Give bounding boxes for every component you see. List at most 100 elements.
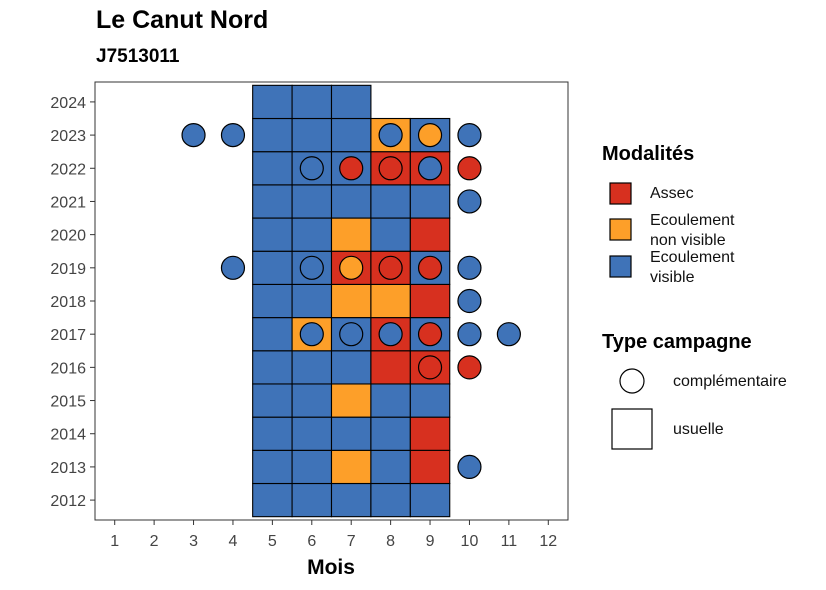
tile-2020-6 [291,217,333,252]
point-2013-10 [457,454,482,480]
tile-2021-8 [370,184,411,219]
x-tick-label: 5 [268,533,277,550]
legend-label-assec: Assec [650,185,694,202]
tile-2018-9 [409,283,451,319]
x-tick-label: 11 [501,533,518,550]
chart-title: Le Canut Nord [96,6,269,34]
y-tick-label: 2016 [50,360,86,377]
chart-subtitle: J7513011 [96,46,180,67]
tile-2012-7 [330,482,372,518]
point-2019-10 [457,255,482,280]
legend-label-ecoulement-non-visible: Ecoulement non visible [650,212,735,249]
legend-circle-complementaire [619,368,645,394]
y-tick-label: 2019 [50,261,86,278]
y-tick-label: 2024 [50,95,86,112]
tile-2023-5 [252,117,293,153]
tile-2016-6 [291,350,333,385]
point-2019-9 [417,255,443,280]
tile-2012-8 [370,482,411,518]
point-2016-10 [457,355,482,380]
tile-2015-5 [252,383,293,418]
tile-2014-6 [291,416,333,451]
tile-2020-7 [330,217,372,252]
tile-2013-7 [330,449,372,485]
tile-2021-5 [252,184,293,219]
legend-label-ecoulement-visible: Ecoulement visible [650,249,735,286]
legend-label-usuelle: usuelle [673,421,724,438]
tile-2012-5 [252,482,293,518]
point-2023-3 [181,122,206,148]
tile-2024-6 [291,84,333,120]
tile-2017-5 [252,317,293,352]
tile-2015-8 [370,383,411,418]
tile-2016-7 [330,350,372,385]
legend-label-complementaire: complémentaire [673,373,787,390]
tile-2023-7 [330,117,372,153]
tile-2018-8 [370,283,411,319]
point-2016-9 [417,355,443,380]
legend-square-usuelle [611,408,653,450]
point-2021-10 [457,189,482,214]
legend-swatch-ecoulement-visible [609,255,632,278]
tile-2021-9 [409,184,451,219]
point-2017-10 [457,322,482,347]
tile-2015-6 [291,383,333,418]
tile-2014-7 [330,416,372,451]
y-tick-label: 2012 [50,493,86,510]
point-2022-6 [299,156,324,181]
complementaire-points [181,122,521,480]
x-tick-label: 9 [426,533,435,550]
tile-2014-5 [252,416,293,451]
point-2023-4 [220,122,246,148]
tile-2021-6 [291,184,333,219]
x-tick-label: 2 [150,533,159,550]
y-tick-label: 2021 [50,194,86,211]
y-tick-label: 2018 [50,294,86,311]
tile-2013-5 [252,449,293,485]
point-2017-6 [299,322,324,347]
tile-2024-5 [252,84,293,120]
point-2023-10 [457,122,482,148]
usuelle-tiles [252,84,451,518]
y-tick-label: 2015 [50,394,86,411]
x-tick-label: 6 [307,533,316,550]
tile-2012-6 [291,482,333,518]
point-2019-6 [299,255,324,280]
legend-type-title: Type campagne [602,331,752,353]
point-2017-11 [496,322,521,347]
tile-2015-7 [330,383,372,418]
x-tick-label: 12 [539,533,557,550]
y-tick-label: 2022 [50,161,86,178]
y-tick-label: 2020 [50,228,86,245]
tile-2015-9 [409,383,451,418]
tile-2016-5 [252,350,293,385]
point-2019-7 [339,255,364,280]
tile-2014-9 [409,416,451,451]
tile-2020-8 [370,217,411,252]
point-2017-8 [378,322,403,347]
tile-2014-8 [370,416,411,451]
point-2017-7 [339,322,364,347]
point-2023-9 [417,122,443,148]
tile-2013-9 [409,449,451,485]
point-2022-9 [417,156,443,181]
y-tick-label: 2014 [50,427,86,444]
tile-2012-9 [409,482,451,518]
tile-2018-6 [291,283,333,319]
x-tick-label: 7 [347,533,356,550]
point-2023-8 [378,122,403,148]
x-axis: 1 2 3 4 5 6 7 8 9 10 11 12 [110,520,557,550]
tile-2021-7 [330,184,372,219]
tile-2018-7 [330,283,372,319]
tile-2023-6 [291,117,333,153]
point-2019-8 [378,255,403,280]
x-axis-label: Mois [307,556,355,579]
point-2022-7 [339,156,364,181]
tile-2013-8 [370,449,411,485]
legend-swatch-assec [609,182,632,205]
y-axis: 2012 2013 2014 2015 2016 2017 2018 2019 2020 2021… [50,95,95,510]
point-2019-4 [220,255,246,280]
legend-modalites-title: Modalités [602,143,695,165]
tile-2020-5 [252,217,293,252]
